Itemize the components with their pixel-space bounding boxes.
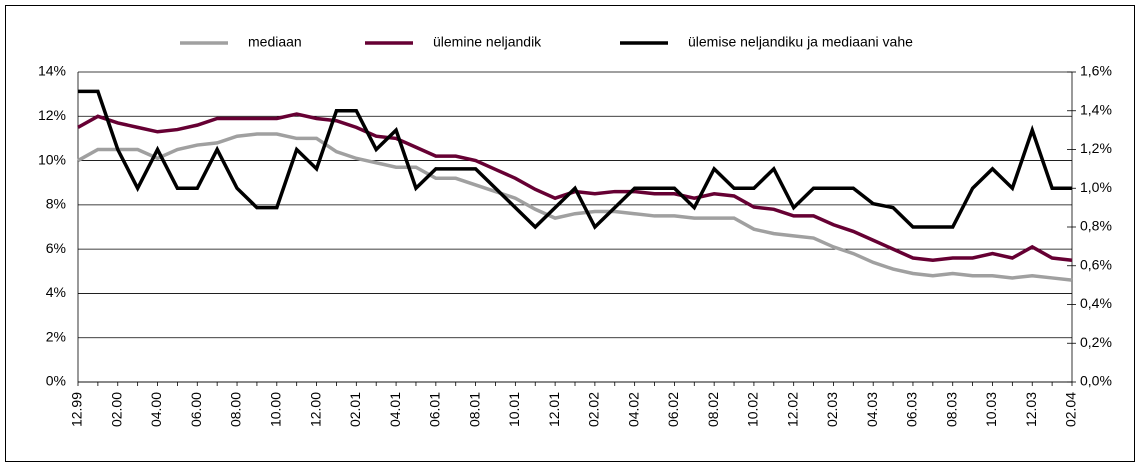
y2-tick-label: 0,2%: [1080, 334, 1112, 350]
x-tick-label: 06.02: [665, 392, 681, 427]
y-tick-label: 0%: [46, 373, 66, 389]
y-tick-label: 2%: [46, 328, 66, 344]
x-tick-label: 02.02: [586, 392, 602, 427]
x-tick-label: 08.01: [466, 392, 482, 427]
y-tick-label: 8%: [46, 196, 66, 212]
x-tick-label: 06.01: [427, 392, 443, 427]
series-line: [77, 132, 1073, 282]
x-tick-label: 12.01: [546, 392, 562, 427]
x-tick-label: 08.03: [943, 392, 959, 427]
x-tick-label: 12.03: [1023, 392, 1039, 427]
x-tick-label: 10.03: [983, 392, 999, 427]
y2-tick-label: 1,0%: [1080, 179, 1112, 195]
y-tick-label: 4%: [46, 284, 66, 300]
legend-label: ülemise neljandiku ja mediaani vahe: [688, 34, 913, 50]
y2-tick-label: 0,0%: [1080, 373, 1112, 389]
x-tick-label: 02.04: [1063, 392, 1079, 427]
y2-tick-label: 1,6%: [1080, 63, 1112, 79]
x-tick-label: 12.99: [69, 392, 85, 427]
x-tick-label: 02.03: [824, 392, 840, 427]
y2-tick-label: 0,4%: [1080, 295, 1112, 311]
x-tick-label: 04.00: [148, 392, 164, 427]
y-tick-label: 10%: [38, 151, 66, 167]
y-tick-label: 14%: [38, 63, 66, 79]
x-tick-label: 04.03: [864, 392, 880, 427]
x-tick-label: 06.00: [188, 392, 204, 427]
x-tick-label: 10.01: [506, 392, 522, 427]
y2-tick-label: 1,4%: [1080, 101, 1112, 117]
x-tick-label: 08.00: [228, 392, 244, 427]
y2-tick-label: 0,6%: [1080, 256, 1112, 272]
y-tick-label: 6%: [46, 240, 66, 256]
chart-frame: [5, 5, 1135, 462]
x-tick-label: 10.02: [745, 392, 761, 427]
legend-label: mediaan: [248, 34, 302, 50]
x-tick-label: 04.01: [387, 392, 403, 427]
x-tick-label: 08.02: [705, 392, 721, 427]
x-tick-label: 02.00: [108, 392, 124, 427]
x-tick-label: 12.02: [784, 392, 800, 427]
x-tick-label: 10.00: [268, 392, 284, 427]
x-tick-label: 06.03: [904, 392, 920, 427]
y2-tick-label: 0,8%: [1080, 218, 1112, 234]
series-line: [78, 89, 1072, 230]
y-tick-label: 12%: [38, 107, 66, 123]
x-tick-label: 02.01: [347, 392, 363, 427]
legend-label: ülemine neljandik: [433, 34, 542, 50]
x-tick-label: 12.00: [307, 392, 323, 427]
x-tick-label: 04.02: [625, 392, 641, 427]
y2-tick-label: 1,2%: [1080, 140, 1112, 156]
